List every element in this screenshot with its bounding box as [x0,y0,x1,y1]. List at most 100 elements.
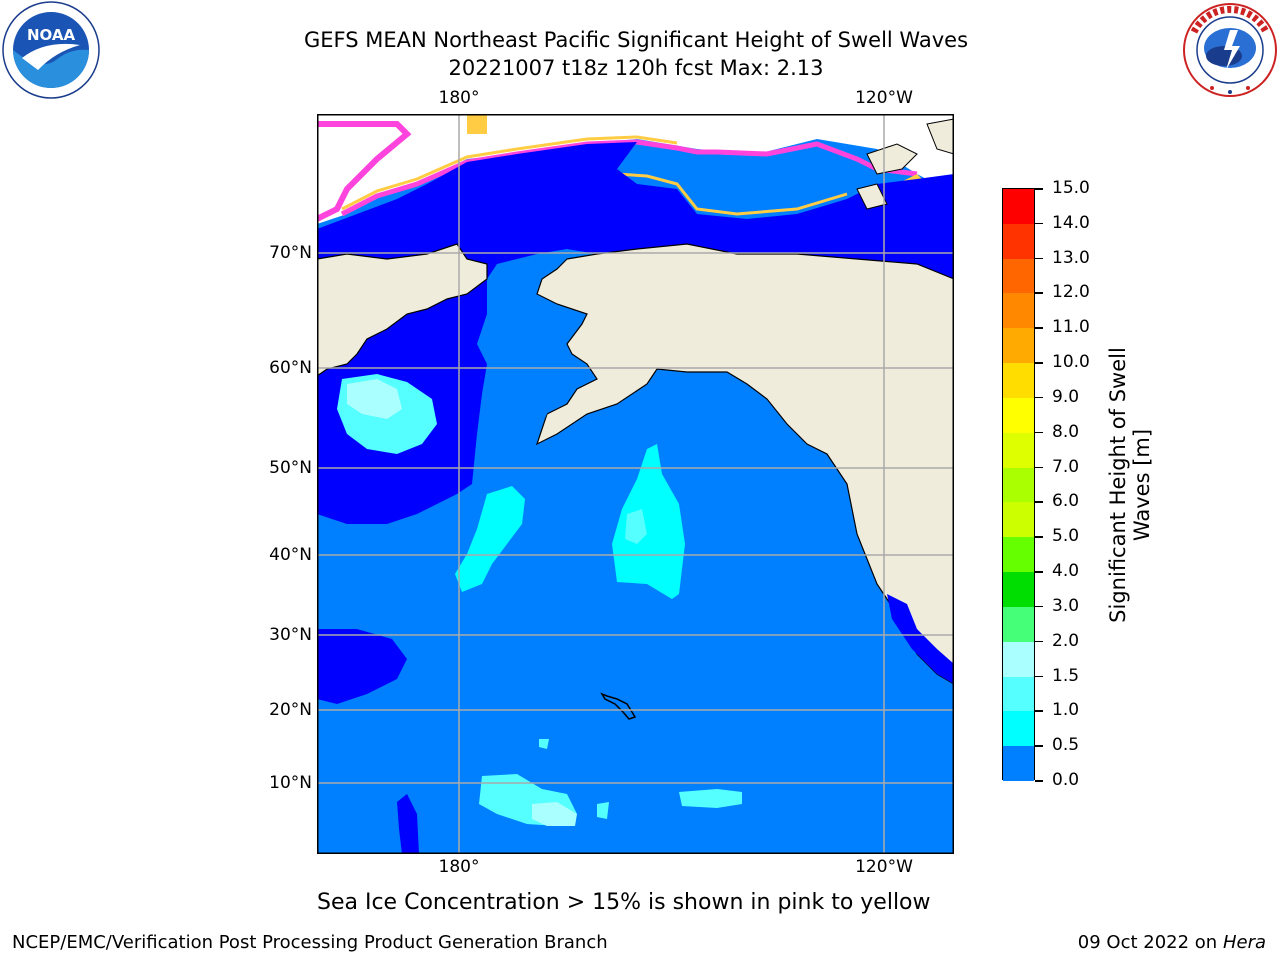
swell-patch-tropical-3 [597,802,609,819]
colorbar-tick-label: 14.0 [1052,212,1090,233]
swell-patch-tropical-4 [539,739,549,749]
colorbar-segment [1003,606,1034,643]
land-alaska-canada [535,243,954,685]
colorbar-tick-label: 2.0 [1052,630,1080,651]
colorbar-segment [1003,363,1034,399]
footer-host: Hera [1222,932,1266,953]
colorbar-segment [1003,328,1034,364]
colorbar-tick [1035,222,1043,225]
colorbar-tick [1035,501,1043,503]
colorbar-tick [1035,571,1043,573]
footer-branch: NCEP/EMC/Verification Post Processing Pr… [12,932,608,953]
lat-label-50n: 50°N [269,458,312,478]
colorbar-segment [1003,397,1034,434]
colorbar-tick-label: 6.0 [1052,491,1080,512]
colorbar-segment [1003,432,1034,469]
lon-label-bottom-120w: 120°W [855,857,913,877]
colorbar-title-line1: Significant Height of Swell [1106,347,1130,623]
lon-label-top-180: 180° [438,88,480,108]
lat-label-40n: 40°N [269,545,312,565]
colorbar-segment [1003,467,1034,503]
colorbar-segment [1003,572,1034,608]
land-arctic-island-3 [856,183,888,210]
noaa-logo: NOAA [2,1,100,99]
land-arctic-island-2 [926,118,954,155]
colorbar-segment [1003,223,1034,260]
arctic-ice-region [317,114,954,224]
map-frame [317,114,954,854]
colorbar-segment [1003,189,1034,225]
colorbar-segment [1003,258,1034,294]
colorbar-tick [1035,257,1043,260]
colorbar-tick-label: 3.0 [1052,595,1080,616]
colorbar-tick-label: 0.0 [1052,770,1080,790]
colorbar-segment [1003,502,1034,538]
noaa-logo-text: NOAA [27,26,76,44]
footer-date: 09 Oct 2022 on Hera [1078,932,1266,953]
colorbar-tick-label: 8.0 [1052,421,1080,442]
ice-edge-yellow-2 [616,172,848,216]
lat-label-20n: 20°N [269,700,312,720]
colorbar-tick-label: 13.0 [1052,247,1090,268]
lat-label-60n: 60°N [269,358,312,378]
colorbar-tick [1035,536,1043,538]
colorbar-tick [1035,466,1043,469]
chart-title: GEFS MEAN Northeast Pacific Significant … [303,28,969,52]
swell-band-bering [485,329,547,454]
colorbar-tick [1035,745,1043,747]
lon-label-top-120w: 120°W [855,88,913,108]
low-swell-region-north [317,142,954,524]
swell-patch-tropical-2 [679,789,742,808]
colorbar-segment [1003,537,1034,573]
colorbar-segment [1003,711,1034,747]
lat-label-70n: 70°N [269,243,312,263]
chart-subtitle: 20221007 t18z 120h fcst Max: 2.13 [448,56,824,80]
colorbar-segment [1003,293,1034,329]
colorbar-tick [1035,362,1043,364]
colorbar-tick [1035,292,1043,294]
colorbar-tick-label: 4.0 [1052,561,1080,582]
colorbar-tick-label: 9.0 [1052,386,1080,407]
ice-patch [467,114,487,134]
swell-patch-central-core [625,509,647,544]
colorbar-segment [1003,676,1034,712]
colorbar-tick [1035,675,1043,678]
colorbar [1002,188,1035,782]
colorbar-tick [1035,188,1043,190]
ice-edge-pink [340,139,918,217]
colorbar-tick [1035,640,1043,643]
swell-patch-west [455,486,525,592]
colorbar-tick-label: 11.0 [1052,317,1090,338]
land-siberia [317,243,488,377]
hawaii-islands [600,692,637,720]
colorbar-tick [1035,780,1043,782]
lat-label-10n: 10°N [269,773,312,793]
colorbar-tick-label: 10.0 [1052,352,1090,373]
colorbar-tick [1035,605,1043,608]
arctic-ice-corner [317,114,407,224]
colorbar-tick-label: 5.0 [1052,526,1080,547]
lon-label-bottom-180: 180° [438,857,480,877]
colorbar-tick [1035,327,1043,329]
low-swell-coast [887,594,954,684]
land-arctic-island-1 [866,143,918,175]
footer-date-text: 09 Oct 2022 on [1077,932,1223,953]
low-swell-strip-south [397,794,419,854]
colorbar-segment [1003,641,1034,678]
colorbar-tick-label: 0.5 [1052,735,1080,756]
colorbar-tick-label: 12.0 [1052,282,1090,303]
low-swell-region-sw [317,629,407,704]
colorbar-title-line2: Waves [m] [1130,428,1154,542]
map-canvas [317,114,954,854]
colorbar-tick [1035,431,1043,434]
map-panel [317,114,954,854]
colorbar-tick [1035,710,1043,712]
swell-patch-kamchatka-core [347,379,402,419]
swell-patch-tropical-1-core [532,802,577,826]
sea-ice-note: Sea Ice Concentration > 15% is shown in … [317,890,931,915]
ice-edge-yellow [341,135,678,211]
colorbar-tick-label: 1.5 [1052,665,1080,686]
ice-edge-pink-west [317,121,412,222]
swell-patch-central [612,444,685,599]
colorbar-segment [1003,746,1034,782]
